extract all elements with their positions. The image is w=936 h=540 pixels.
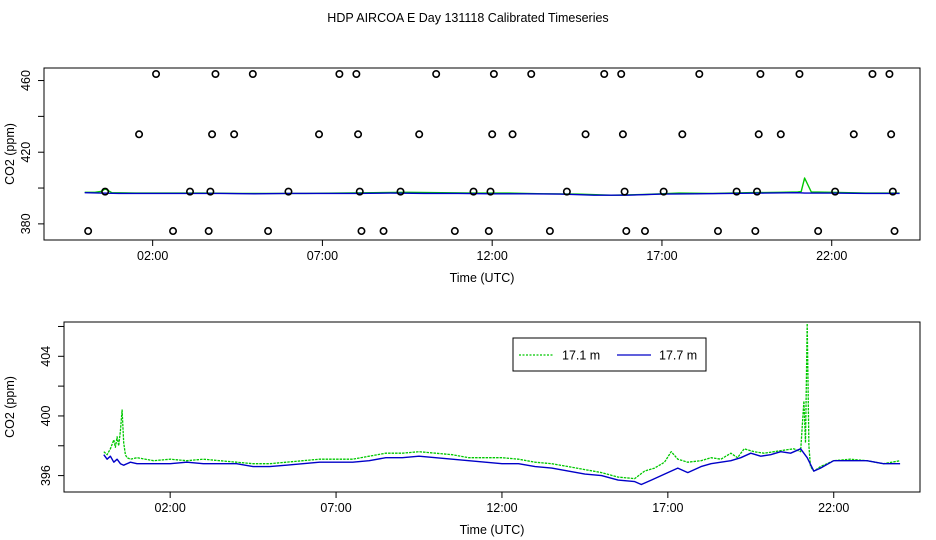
x-tick-label: 12:00 (477, 249, 508, 263)
data-point (751, 227, 760, 236)
y-tick-label: 404 (39, 346, 53, 367)
data-point (618, 130, 627, 139)
data-point (489, 70, 498, 79)
data-point (248, 70, 257, 79)
scatter-panel: 02:00 07:00 12:00 17:00 22:00 380 420 460 Time… (3, 67, 921, 285)
y-tick-label: 420 (19, 142, 33, 163)
data-point (206, 187, 215, 196)
series-line-green (103, 322, 901, 480)
timeseries-panel: 02:00 07:00 12:00 17:00 22:00 396 400 404 17.1… (3, 321, 921, 537)
data-point (831, 187, 840, 196)
data-point (450, 227, 459, 236)
data-point (885, 70, 894, 79)
data-point (620, 187, 629, 196)
legend-label-17-7m: 17.7 m (659, 349, 697, 363)
calibration-points (84, 70, 899, 236)
x-tick-label: 22:00 (818, 501, 849, 515)
data-point (754, 130, 763, 139)
data-point (887, 130, 896, 139)
data-point (488, 130, 497, 139)
data-point (354, 130, 363, 139)
data-point (695, 70, 704, 79)
data-point (868, 70, 877, 79)
data-point (204, 227, 213, 236)
x-tick-label: 12:00 (486, 501, 517, 515)
x-tick-label: 22:00 (816, 249, 847, 263)
data-point (379, 227, 388, 236)
data-point (208, 130, 217, 139)
data-point (545, 227, 554, 236)
x-axis-label: Time (UTC) (450, 271, 515, 285)
series-line-blue (103, 448, 901, 486)
x-tick-label: 02:00 (137, 249, 168, 263)
legend-label-17-1m: 17.1 m (562, 349, 600, 363)
x-tick-label: 17:00 (646, 249, 677, 263)
x-axis-label: Time (UTC) (460, 523, 525, 537)
data-point (753, 187, 762, 196)
data-point (186, 187, 195, 196)
data-point (84, 227, 93, 236)
series-line-blue (84, 191, 900, 196)
data-point (890, 227, 899, 236)
legend: 17.1 m 17.7 m (512, 337, 707, 372)
data-point (622, 227, 631, 236)
data-point (659, 187, 668, 196)
data-point (713, 227, 722, 236)
data-point (562, 187, 571, 196)
x-axis: 02:00 07:00 12:00 17:00 22:00 (155, 492, 849, 515)
y-axis-label: CO2 (ppm) (3, 376, 17, 438)
data-point (415, 130, 424, 139)
data-point (355, 187, 364, 196)
y-tick-label: 400 (39, 405, 53, 426)
x-tick-label: 07:00 (320, 501, 351, 515)
data-point (581, 130, 590, 139)
data-point (357, 227, 366, 236)
y-axis-label: CO2 (ppm) (3, 123, 17, 185)
data-point (135, 130, 144, 139)
data-point (600, 70, 609, 79)
data-point (335, 70, 344, 79)
series-lines (84, 177, 900, 196)
figure-title: HDP AIRCOA E Day 131118 Calibrated Times… (327, 11, 608, 25)
plot-frame (43, 67, 921, 241)
data-point (352, 70, 361, 79)
data-point (527, 70, 536, 79)
data-point (508, 130, 517, 139)
data-point (264, 227, 273, 236)
data-point (396, 187, 405, 196)
data-point (152, 70, 161, 79)
data-point (678, 130, 687, 139)
data-point (230, 130, 239, 139)
data-point (432, 70, 441, 79)
data-point (814, 227, 823, 236)
data-point (315, 130, 324, 139)
x-tick-label: 02:00 (155, 501, 186, 515)
series-lines (103, 322, 901, 486)
y-tick-label: 460 (19, 70, 33, 91)
data-point (211, 70, 220, 79)
data-point (169, 227, 178, 236)
y-tick-label: 380 (19, 213, 33, 234)
y-axis: 380 420 460 (19, 70, 44, 234)
plot-frame (63, 321, 921, 493)
data-point (484, 227, 493, 236)
data-point (849, 130, 858, 139)
data-point (486, 187, 495, 196)
x-axis: 02:00 07:00 12:00 17:00 22:00 (137, 240, 847, 263)
data-point (795, 70, 804, 79)
y-tick-label: 396 (39, 465, 53, 486)
data-point (888, 187, 897, 196)
data-point (776, 130, 785, 139)
data-point (756, 70, 765, 79)
y-axis: 396 400 404 (39, 325, 64, 486)
x-tick-label: 17:00 (652, 501, 683, 515)
data-point (101, 187, 110, 196)
data-point (640, 227, 649, 236)
x-tick-label: 07:00 (307, 249, 338, 263)
data-point (284, 187, 293, 196)
data-point (617, 70, 626, 79)
data-point (732, 187, 741, 196)
data-point (469, 187, 478, 196)
